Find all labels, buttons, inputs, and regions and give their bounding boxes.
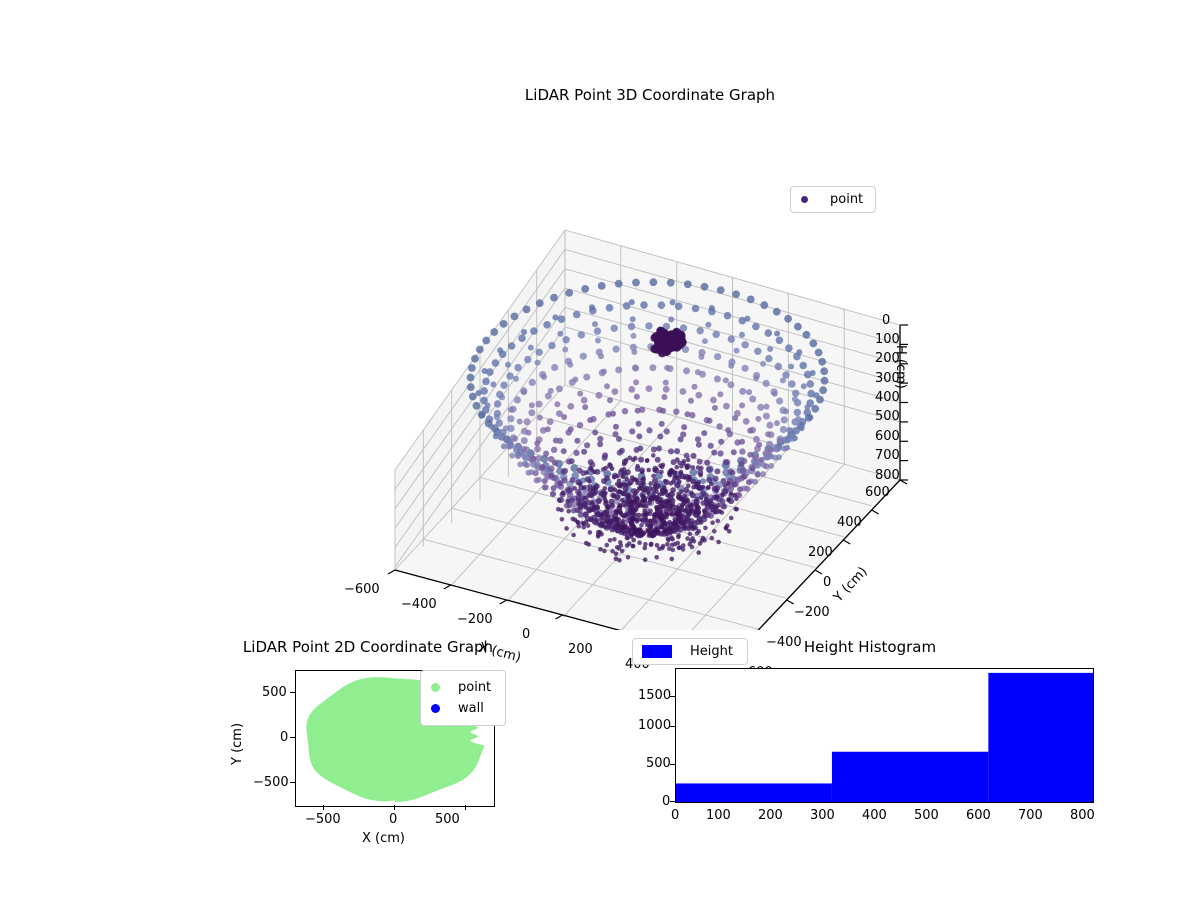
- tick-2d-y-500: 500: [262, 685, 287, 700]
- panel-3d-title: LiDAR Point 3D Coordinate Graph: [300, 86, 1000, 104]
- histogram-bars: [676, 669, 1093, 802]
- legend-wall-marker-icon-2d: [431, 704, 440, 713]
- tick-x-m600: −600: [344, 582, 380, 597]
- tickmark-2d-y-m500: [290, 782, 295, 783]
- legend-height-label: Height: [690, 644, 733, 659]
- tick-2d-x-0: 0: [389, 812, 397, 827]
- histogram-bar: [832, 752, 988, 802]
- tick-hist-y-500: 500: [646, 756, 671, 771]
- tick-2d-y-0: 0: [280, 730, 288, 745]
- legend-2d-label-point: point: [458, 680, 491, 695]
- tick-h-800: 800: [875, 468, 900, 483]
- tick-x-m400: −400: [401, 597, 437, 612]
- tick-hist-y-1500: 1500: [638, 688, 671, 703]
- tickmark-2d-y-0: [290, 737, 295, 738]
- tick-hist-x-700: 700: [1018, 808, 1043, 823]
- tickmark-2d-y-500: [290, 692, 295, 693]
- legend-height-patch-icon: [642, 645, 672, 658]
- panel-lidar-3d: LiDAR Point 3D Coordinate Graph point: [300, 70, 1000, 630]
- tick-y-m200: −200: [794, 605, 830, 620]
- tickmark-hist-y-0: [670, 801, 675, 802]
- tick-hist-x-400: 400: [862, 808, 887, 823]
- panel-2d-title: LiDAR Point 2D Coordinate Graph: [208, 638, 528, 656]
- tickmark-hist-y-1500: [670, 696, 675, 697]
- tickmark-hist-y-1000: [670, 726, 675, 727]
- histogram-bar: [676, 783, 832, 802]
- tick-hist-x-200: 200: [758, 808, 783, 823]
- legend-2d-row-point: point: [431, 677, 491, 698]
- tick-h-700: 700: [875, 448, 900, 463]
- tick-hist-y-1000: 1000: [638, 718, 671, 733]
- panel-lidar-2d: LiDAR Point 2D Coordinate Graph 500 0 −5…: [180, 630, 600, 870]
- axis-label-h: H (cm): [893, 345, 908, 389]
- legend-2d: point wall: [420, 670, 506, 726]
- tick-2d-x-500: 500: [435, 812, 460, 827]
- axis-label-x-2d: X (cm): [362, 831, 405, 846]
- tickmark-2d-x-m500: [323, 805, 324, 810]
- tick-y-600: 600: [865, 485, 890, 500]
- tick-hist-x-500: 500: [914, 808, 939, 823]
- tick-hist-x-100: 100: [706, 808, 731, 823]
- tick-h-400: 400: [875, 390, 900, 405]
- plot-histogram-canvas[interactable]: [675, 668, 1094, 803]
- legend-histogram: Height: [632, 638, 748, 665]
- tickmark-2d-x-0: [394, 805, 395, 810]
- tick-hist-x-0: 0: [671, 808, 679, 823]
- tick-2d-y-m500: −500: [253, 775, 289, 790]
- tick-hist-x-600: 600: [966, 808, 991, 823]
- tick-hist-x-300: 300: [810, 808, 835, 823]
- tick-x-m200: −200: [457, 612, 493, 627]
- tick-hist-x-800: 800: [1070, 808, 1095, 823]
- legend-point-marker-icon-2d: [431, 683, 440, 692]
- figure-canvas: LiDAR Point 3D Coordinate Graph point: [0, 0, 1200, 900]
- tick-h-600: 600: [875, 429, 900, 444]
- legend-2d-row-wall: wall: [431, 698, 491, 719]
- tick-y-400: 400: [837, 515, 862, 530]
- tick-2d-x-m500: −500: [305, 812, 341, 827]
- tickmark-2d-x-500: [465, 805, 466, 810]
- axis-label-y-2d: Y (cm): [230, 723, 245, 765]
- tick-h-0: 0: [882, 313, 890, 328]
- tick-y-200: 200: [808, 545, 833, 560]
- tickmark-hist-y-500: [670, 764, 675, 765]
- panel-height-histogram: Height Histogram Height 1500 1000 500 0 …: [620, 630, 1120, 870]
- tick-y-0: 0: [823, 575, 831, 590]
- histogram-bar: [988, 673, 1093, 802]
- tick-h-500: 500: [875, 409, 900, 424]
- legend-2d-label-wall: wall: [458, 701, 484, 716]
